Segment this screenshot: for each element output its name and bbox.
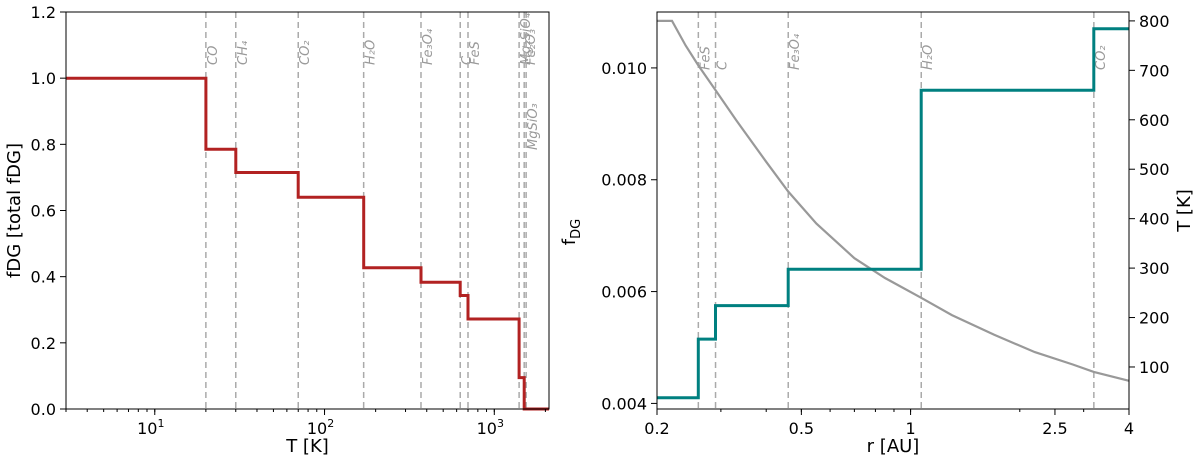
condensation-label: C — [716, 60, 731, 70]
condensation-label: CH₄ — [236, 40, 251, 65]
y-right-tick-label: 100 — [1139, 358, 1170, 377]
x-tick-label: 103 — [477, 417, 504, 438]
y-tick-label: 0.010 — [601, 59, 647, 78]
condensation-label: Fe₃O₄ — [421, 28, 436, 65]
step-line — [66, 76, 549, 411]
plot-frame — [656, 11, 1130, 410]
x-tick-label: 0.2 — [644, 419, 669, 438]
temperature-line — [657, 19, 1130, 382]
x-axis-label: T [K] — [285, 436, 329, 457]
y-tick-label: 0.0 — [31, 400, 56, 419]
x-tick-label: 102 — [307, 417, 334, 438]
y-right-tick-label: 300 — [1139, 259, 1170, 278]
condensation-label: CO — [206, 46, 221, 65]
x-tick-label: 2.5 — [1042, 419, 1067, 438]
x-tick-label: 101 — [137, 417, 164, 438]
condensation-label: Fe₂O₃ — [524, 29, 539, 65]
x-axis-label: r [AU] — [867, 436, 920, 457]
condensation-label: Mg₂SiO₄ — [519, 12, 534, 65]
y-tick-label: 0.006 — [601, 283, 647, 302]
y-tick-label: 0.2 — [31, 334, 56, 353]
panel-right: FeS C Fe₃O₄ H₂O CO₂ 0.2 0.5 1 2.5 4 0.004 0.006 0.00… — [559, 11, 1195, 457]
y-tick-label: 1.2 — [31, 3, 56, 22]
condensation-label: Fe₃O₄ — [788, 33, 803, 70]
condensation-label: FeS — [698, 46, 713, 70]
y-axis-label: fDG — [559, 219, 584, 245]
y-axis-label: fDG [total fDG] — [4, 143, 25, 278]
condensation-label: H₂O — [364, 40, 379, 65]
y-tick-label: 0.6 — [31, 202, 56, 221]
y-right-tick-label: 700 — [1139, 61, 1170, 80]
condensation-label: MgSiO₃ — [526, 103, 541, 150]
y-right-tick-label: 500 — [1139, 160, 1170, 179]
condensation-label: CO₂ — [1094, 45, 1109, 70]
plot-frame — [65, 11, 550, 410]
y-right-axis-label: T [K] — [1174, 189, 1195, 233]
condensation-label: FeS — [468, 41, 483, 65]
fdg-step-line — [657, 27, 1129, 400]
y-right-tick-label: 800 — [1139, 12, 1170, 31]
y-tick-label: 0.004 — [601, 394, 647, 413]
condensation-label: CO₂ — [298, 40, 313, 65]
y-tick-label: 0.4 — [31, 268, 56, 287]
y-right-tick-label: 200 — [1139, 309, 1170, 328]
x-tick-label: 4 — [1124, 419, 1134, 438]
x-tick-label: 0.5 — [789, 419, 814, 438]
condensation-label: C — [460, 55, 475, 65]
y-right-tick-label: 400 — [1139, 210, 1170, 229]
y-tick-label: 0.8 — [31, 135, 56, 154]
y-right-tick-label: 600 — [1139, 111, 1170, 130]
x-tick-label: 1 — [905, 419, 915, 438]
y-tick-label: 0.008 — [601, 171, 647, 190]
condensation-label: H₂O — [921, 45, 936, 70]
y-tick-label: 1.0 — [31, 69, 56, 88]
